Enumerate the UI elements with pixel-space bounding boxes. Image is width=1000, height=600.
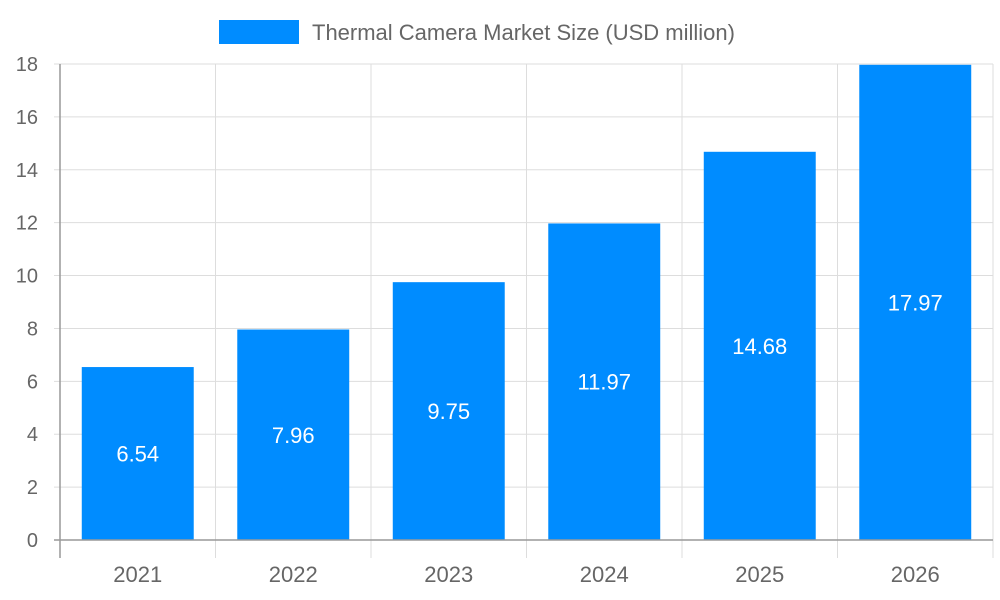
legend-label: Thermal Camera Market Size (USD million) [312,20,735,45]
x-tick-label: 2021 [113,562,162,587]
y-tick-label: 2 [27,477,38,499]
x-tick-label: 2024 [580,562,629,587]
bar-2026 [859,64,972,540]
y-tick-label: 16 [16,107,38,129]
bar-2022 [237,329,350,540]
x-tick-label: 2023 [424,562,473,587]
bars: 6.54 7.96 9.75 11.97 14.68 17.97 [81,64,972,540]
legend-swatch [219,20,299,44]
legend[interactable]: Thermal Camera Market Size (USD million) [219,20,735,45]
bar-2025 [703,151,816,540]
axes: 0 2 4 6 8 10 12 14 16 18 2021 2022 2023 2024 2025 2026 [16,54,993,587]
data-label: 7.96 [272,423,315,448]
y-tick-label: 14 [16,160,38,182]
y-tick-label: 8 [27,318,38,340]
bar-2023 [392,282,505,540]
x-tick-label: 2022 [269,562,318,587]
x-tick-label: 2026 [891,562,940,587]
grid [54,63,994,558]
y-tick-label: 18 [16,54,38,76]
y-tick-label: 4 [27,424,38,446]
data-label: 14.68 [732,334,787,359]
y-tick-label: 6 [27,371,38,393]
y-tick-label: 12 [16,213,38,235]
data-label: 17.97 [888,290,943,315]
bar-2021 [81,367,194,540]
data-label: 11.97 [578,370,631,395]
y-tick-label: 0 [27,530,38,552]
x-tick-label: 2025 [735,562,784,587]
y-tick-label: 10 [16,266,38,288]
data-label: 6.54 [116,442,159,467]
data-label: 9.75 [427,399,470,424]
bar-2024 [548,223,661,540]
